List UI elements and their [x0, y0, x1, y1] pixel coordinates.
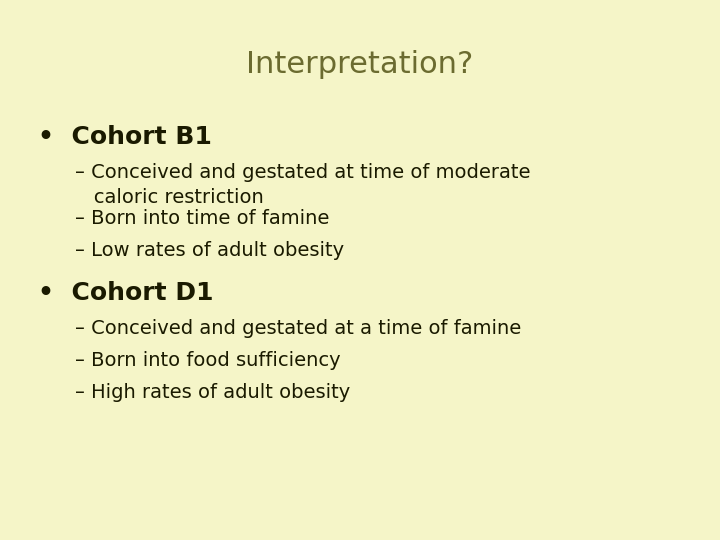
Text: – High rates of adult obesity: – High rates of adult obesity: [75, 383, 350, 402]
Text: – Born into time of famine: – Born into time of famine: [75, 209, 329, 228]
Text: – Conceived and gestated at a time of famine: – Conceived and gestated at a time of fa…: [75, 319, 521, 338]
Text: – Born into food sufficiency: – Born into food sufficiency: [75, 351, 341, 370]
Text: •  Cohort D1: • Cohort D1: [38, 281, 214, 305]
Text: •  Cohort B1: • Cohort B1: [38, 125, 212, 149]
Text: Interpretation?: Interpretation?: [246, 50, 474, 79]
Text: – Conceived and gestated at time of moderate
   caloric restriction: – Conceived and gestated at time of mode…: [75, 163, 531, 207]
Text: – Low rates of adult obesity: – Low rates of adult obesity: [75, 241, 344, 260]
